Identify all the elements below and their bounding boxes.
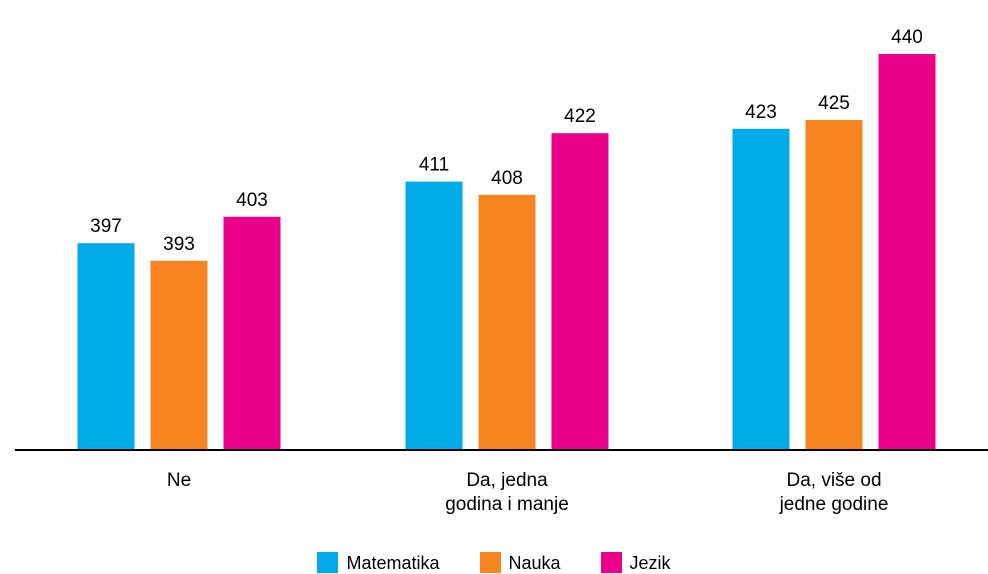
legend-item-jezik: Jezik [600,552,671,573]
legend-swatch-matematika [317,552,339,573]
legend: Matematika Nauka Jezik [0,552,988,573]
value-label-1-0: 411 [419,155,449,176]
legend-swatch-jezik [600,552,622,573]
category-label-1-0: Da, jedna [466,470,548,491]
value-label-2-1: 425 [818,93,850,114]
legend-label-nauka: Nauka [508,552,561,573]
value-label-0-0: 397 [90,216,122,237]
bar-2-0 [732,128,790,451]
bar-2-2 [878,54,936,450]
category-label-0-0: Ne [167,470,191,491]
legend-swatch-nauka [479,552,501,573]
bar-0-2 [223,216,281,450]
bar-0-0 [77,243,135,450]
bar-1-0 [405,181,463,450]
value-label-0-2: 403 [236,190,268,211]
category-label-1-1: godina i manje [445,494,569,515]
bar-1-2 [551,133,609,450]
value-label-1-1: 408 [491,168,523,189]
legend-item-nauka: Nauka [479,552,561,573]
bar-1-1 [478,194,536,450]
legend-label-jezik: Jezik [629,552,671,573]
category-label-2-1: jedne godine [779,494,889,515]
value-label-2-2: 440 [891,27,923,48]
bar-2-1 [805,120,863,450]
value-label-0-1: 393 [163,234,195,255]
legend-label-matematika: Matematika [346,552,440,573]
category-label-2-0: Da, više od [786,470,881,491]
legend-item-matematika: Matematika [317,552,440,573]
value-label-1-2: 422 [564,106,596,127]
value-label-2-0: 423 [745,102,777,123]
bar-0-1 [150,260,208,450]
